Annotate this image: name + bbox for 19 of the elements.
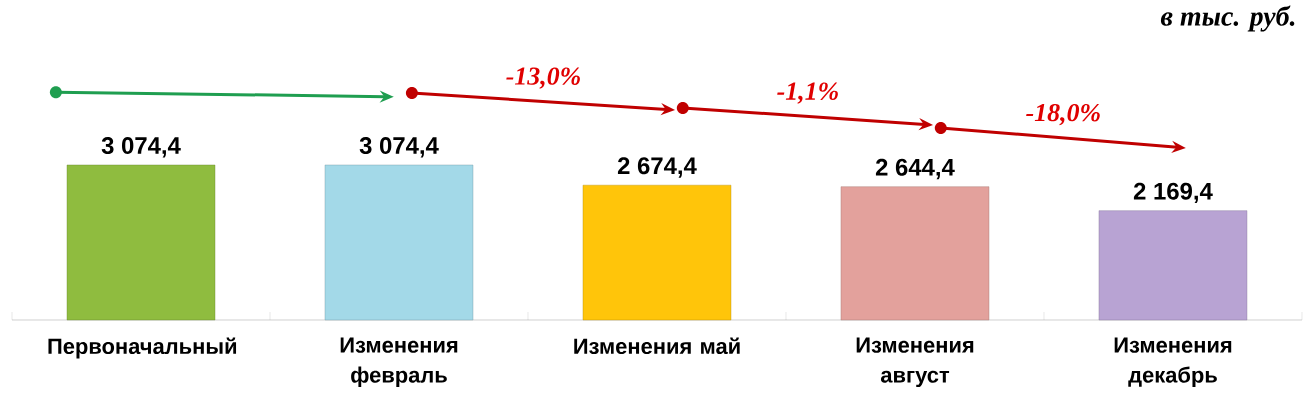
bar	[582, 184, 732, 321]
data-label: 3 074,4	[359, 137, 439, 158]
x-tick-label: Изменения февраль	[340, 337, 458, 388]
data-label: 2 169,4	[1133, 182, 1213, 204]
x-tick-label: Изменения декабрь	[1114, 337, 1232, 388]
text: -18,0%	[1026, 103, 1100, 126]
data-label: 2 644,4	[875, 158, 955, 180]
bar	[66, 164, 216, 321]
bar	[324, 164, 474, 321]
x-tick-label: Первоначальный	[48, 337, 237, 359]
text: -13,0%	[506, 67, 580, 89]
bar	[840, 186, 990, 321]
bar	[1098, 210, 1248, 321]
data-label: 2 674,4	[617, 157, 697, 178]
data-label: 3 074,4	[101, 137, 181, 158]
text: -1,1%	[777, 82, 838, 104]
chart-subtitle: в тыс. руб.	[1160, 5, 1295, 32]
x-tick-label: Изменения август	[856, 337, 974, 388]
x-tick-label: Изменения май	[574, 337, 740, 355]
